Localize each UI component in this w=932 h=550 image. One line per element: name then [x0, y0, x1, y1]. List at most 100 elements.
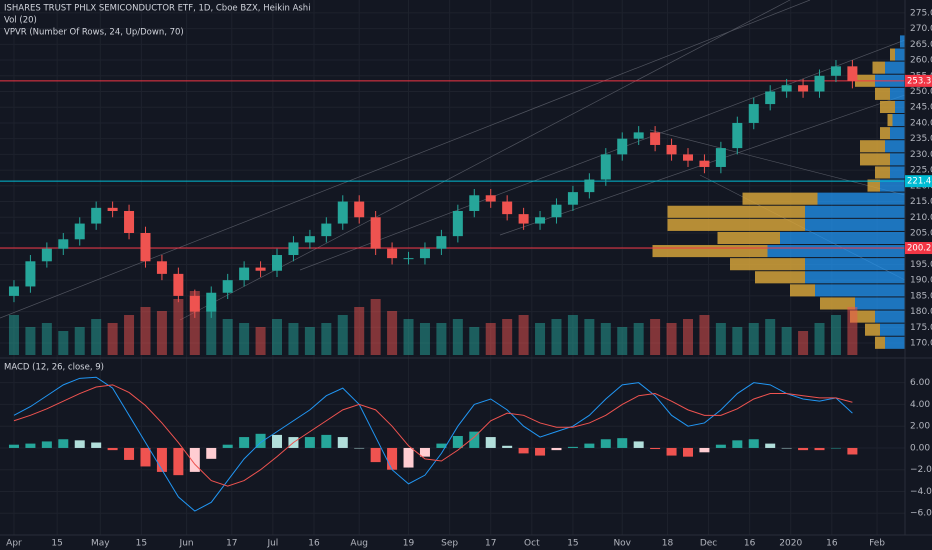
macd-histogram-bar	[222, 444, 233, 448]
volume-bar	[387, 311, 398, 355]
volume-bar	[25, 327, 36, 355]
y-tick-label: 205.00	[910, 228, 932, 238]
y-tick-label: 230.00	[910, 150, 932, 160]
y-tick-label: 265.00	[910, 40, 932, 50]
y-tick-label: 225.00	[910, 166, 932, 176]
macd-histogram-bar	[41, 441, 52, 448]
vp-down-bar	[880, 127, 890, 140]
volume-bar	[272, 319, 283, 355]
candle-body	[584, 179, 595, 193]
candle-body	[58, 239, 69, 249]
vp-down-bar	[820, 297, 855, 310]
volume-bar	[173, 299, 184, 355]
macd-histogram-bar	[551, 447, 562, 451]
vp-down-bar	[880, 100, 895, 114]
vp-down-bar	[652, 245, 768, 258]
macd-tick-label: −6.00	[910, 509, 932, 519]
macd-label: MACD (12, 26, close, 9)	[4, 363, 104, 373]
candle-body	[272, 255, 283, 271]
candle-body	[847, 66, 858, 81]
x-tick-label: 2020	[779, 539, 802, 549]
macd-histogram-bar	[798, 447, 809, 451]
macd-tick-label: 0.00	[910, 443, 930, 453]
x-tick-label: 17	[485, 539, 496, 549]
macd-histogram-bar	[140, 447, 151, 467]
vp-up-bar	[890, 127, 905, 140]
plot-area	[0, 35, 905, 355]
macd-histogram-bar	[535, 447, 546, 456]
x-tick-label: Feb	[869, 539, 885, 549]
vp-down-bar	[875, 87, 890, 100]
candle-body	[304, 236, 315, 243]
volume-bar	[502, 319, 513, 355]
volume-bar	[798, 331, 809, 355]
volume-bar	[8, 315, 19, 355]
x-tick-label: 15	[136, 539, 147, 549]
macd-histogram-bar	[518, 447, 529, 454]
candle-body	[173, 273, 184, 296]
volume-bar	[732, 327, 743, 355]
macd-histogram-bar	[469, 431, 480, 448]
y-tick-label: 260.00	[910, 56, 932, 66]
y-tick-label: 210.00	[910, 213, 932, 223]
volume-bar	[74, 327, 85, 355]
vp-up-bar	[890, 153, 905, 166]
y-tick-label: 245.00	[910, 103, 932, 113]
macd-histogram-bar	[419, 447, 430, 457]
vp-up-bar	[880, 179, 905, 192]
volume-bar	[748, 323, 759, 355]
volume-bar	[255, 327, 266, 355]
macd-histogram-bar	[682, 447, 693, 457]
volume-bar	[239, 323, 250, 355]
macd-histogram-bar	[91, 442, 102, 448]
vp-up-bar	[892, 114, 905, 127]
macd-histogram-bar	[847, 447, 858, 455]
candle-body	[502, 201, 513, 215]
macd-histogram-bar	[485, 437, 496, 448]
x-tick-label: May	[91, 539, 110, 549]
vp-up-bar	[890, 166, 905, 179]
candle-body	[485, 195, 496, 202]
level-tag	[905, 242, 932, 255]
volume-bar	[765, 319, 776, 355]
candle-body	[798, 85, 809, 92]
candle-body	[715, 148, 726, 167]
x-tick-label: Aug	[350, 539, 368, 549]
macd-tick-label: −2.00	[910, 465, 932, 475]
volume-bar	[551, 319, 562, 355]
y-tick-label: 195.00	[910, 260, 932, 270]
macd-histogram-bar	[173, 447, 184, 476]
volume-bar	[321, 323, 332, 355]
volume-bar	[682, 319, 693, 355]
volume-bar	[140, 307, 151, 355]
macd-histogram-bar	[633, 441, 644, 448]
vp-down-bar	[875, 166, 890, 179]
candle-body	[387, 248, 398, 259]
vp-up-bar	[767, 245, 905, 258]
y-tick-label: 270.00	[910, 24, 932, 34]
candle-body	[469, 195, 480, 211]
vp-down-bar	[742, 192, 818, 205]
candle-body	[830, 66, 841, 76]
volume-bar	[485, 323, 496, 355]
candle-body	[74, 223, 85, 240]
macd-histogram-bar	[272, 434, 283, 448]
vp-down-bar	[790, 284, 815, 297]
vp-down-bar	[890, 48, 895, 61]
volume-bar	[518, 315, 529, 355]
candle-body	[518, 214, 529, 224]
macd-histogram-bar	[107, 447, 118, 451]
vp-down-bar	[865, 323, 880, 336]
candle-body	[288, 242, 299, 256]
x-tick-label: Jun	[179, 539, 194, 549]
volume-bar	[206, 307, 217, 355]
vpvr-label: VPVR (Number Of Rows, 24, Up/Down, 70)	[4, 28, 184, 38]
candle-body	[25, 261, 36, 287]
candle-body	[748, 104, 759, 123]
macd-histogram-bar	[304, 437, 315, 448]
volume-bar	[847, 307, 858, 355]
volume-bar	[107, 323, 118, 355]
macd-histogram-bar	[699, 447, 710, 453]
vp-up-bar	[885, 140, 905, 153]
vp-down-bar	[717, 231, 780, 245]
